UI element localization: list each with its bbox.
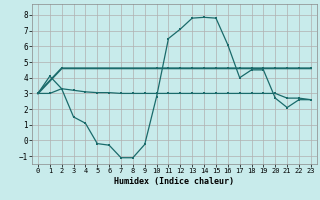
X-axis label: Humidex (Indice chaleur): Humidex (Indice chaleur) <box>115 177 234 186</box>
